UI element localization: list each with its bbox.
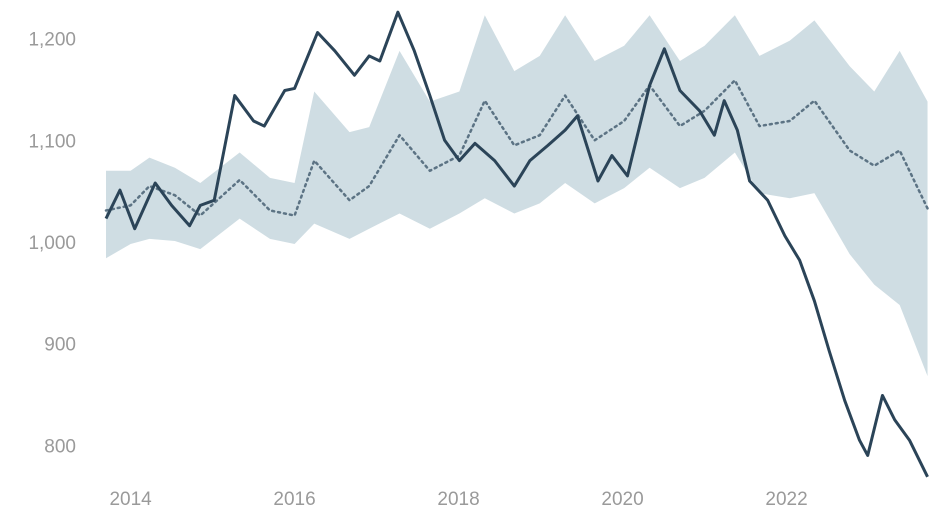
- expected-line: [104, 79, 929, 217]
- y-tick-label: 1,100: [28, 131, 76, 152]
- y-tick-label: 1,000: [28, 233, 76, 254]
- x-tick-label: 2014: [109, 489, 152, 510]
- y-tick-label: 900: [44, 335, 76, 356]
- range-band: [106, 15, 928, 377]
- x-tick-label: 2020: [601, 489, 643, 510]
- y-tick-label: 1,200: [28, 30, 76, 51]
- actual-line: [104, 10, 929, 478]
- x-tick-label: 2016: [273, 489, 315, 510]
- x-tick-label: 2018: [437, 489, 479, 510]
- y-tick-label: 800: [44, 436, 76, 457]
- x-tick-label: 2022: [765, 489, 807, 510]
